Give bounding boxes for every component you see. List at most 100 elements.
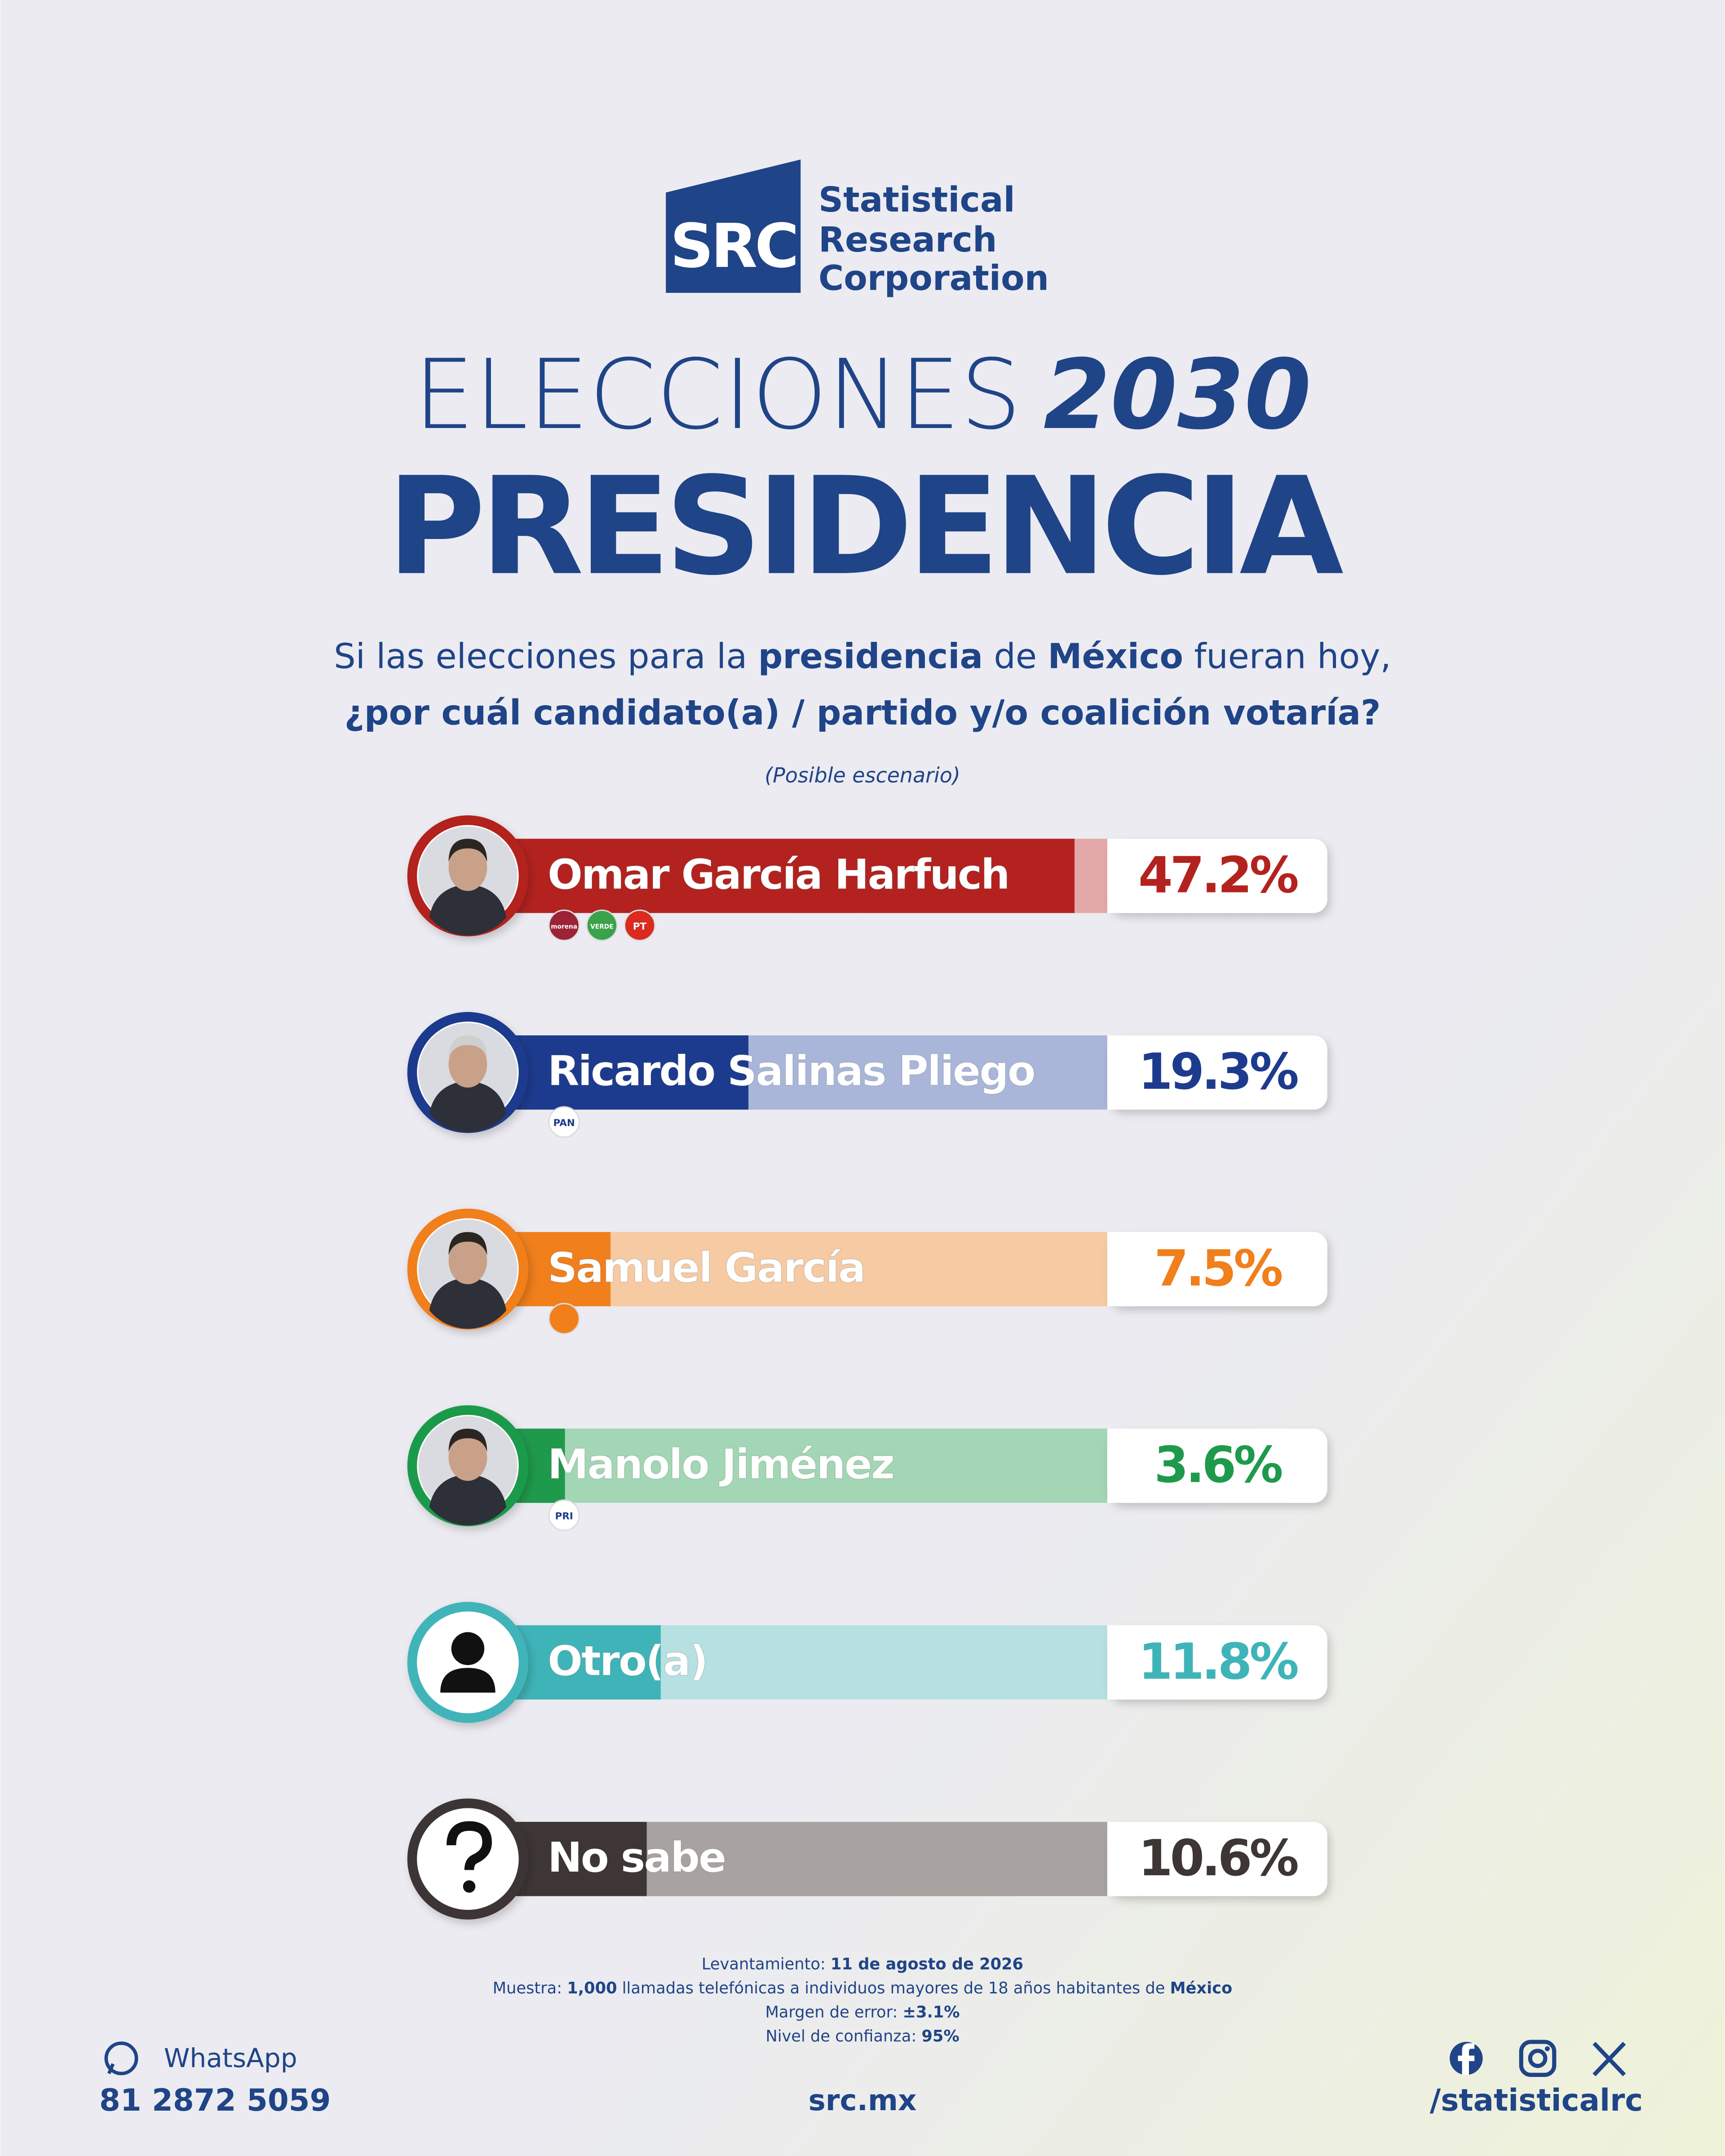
party-label: PAN — [553, 1118, 575, 1129]
question-part: Si las elecciones para la — [334, 636, 758, 676]
question-bold: ¿por cuál candidato(a) / partido y/o coa… — [344, 693, 1380, 733]
avatar-hair — [448, 839, 487, 862]
party-badge — [548, 1499, 580, 1531]
party-label: VERDE — [590, 923, 614, 930]
brand-line: Corporation — [818, 258, 1049, 298]
party-badge — [548, 910, 580, 941]
question-icon — [446, 1821, 492, 1870]
value-label: 47.2% — [1138, 846, 1297, 904]
bar — [522, 1035, 749, 1110]
title-light: ELECCIONES — [414, 338, 1022, 451]
question-part: de — [983, 636, 1048, 676]
row: 7.5% Samuel García — [407, 1208, 1327, 1334]
party-badge — [548, 1303, 580, 1334]
whatsapp-icon — [104, 2041, 138, 2076]
chart: 47.2% Omar García Harfuch morena VERDE PT 19.… — [407, 815, 1327, 1920]
value-box-edge — [1107, 1822, 1135, 1896]
avatar-body — [429, 1081, 507, 1132]
method-part: 95% — [921, 2027, 959, 2046]
bar — [522, 1232, 611, 1307]
avatar-body — [429, 884, 507, 936]
method-part: Muestra: — [493, 1979, 567, 1997]
avatar-head — [448, 1041, 487, 1088]
avatar-head — [448, 1237, 487, 1285]
party-badge — [624, 910, 656, 941]
method-part: 11 de agosto de 2026 — [831, 1955, 1023, 1973]
avatar-body — [429, 1474, 507, 1526]
method-line: Margen de error: ±3.1% — [765, 2003, 960, 2022]
value-box — [1107, 1625, 1327, 1700]
logo-shape — [666, 159, 801, 293]
question-part: México — [1048, 636, 1183, 676]
title-main: PRESIDENCIA — [387, 448, 1345, 605]
title-year: 2030 — [1044, 338, 1311, 451]
category-label: No sabe — [548, 1833, 725, 1882]
method-line: Muestra: 1,000 llamadas telefónicas a in… — [493, 1979, 1232, 1997]
bar — [522, 1428, 565, 1503]
bar — [522, 1625, 661, 1700]
bar — [522, 1822, 647, 1896]
whatsapp-label: WhatsApp — [164, 2043, 297, 2073]
row: 19.3% Ricardo Salinas Pliego PAN — [407, 1012, 1327, 1138]
avatar-icon-body — [440, 1668, 495, 1693]
brand-line: Research — [818, 220, 997, 260]
title-top: ELECCIONES 2030 — [414, 338, 1311, 451]
avatar-icon-head — [451, 1632, 485, 1666]
avatar-body — [429, 1277, 507, 1329]
row: 47.2% Omar García Harfuch morena VERDE PT — [407, 815, 1327, 941]
party-label: PT — [633, 921, 647, 932]
avatar-hair — [448, 1035, 487, 1059]
question-dot — [463, 1880, 476, 1893]
value-box-edge — [1107, 1428, 1135, 1503]
value-box — [1107, 1232, 1327, 1307]
method-part: 1,000 — [567, 1979, 617, 1997]
method-part: ±3.1% — [902, 2003, 960, 2022]
value-box-edge — [1107, 839, 1135, 913]
value-box-edge — [1107, 1625, 1135, 1700]
value-label: 19.3% — [1138, 1043, 1297, 1100]
social-icons — [1450, 2040, 1626, 2077]
method-line: Nivel de confianza: 95% — [765, 2027, 959, 2046]
value-box — [1107, 839, 1327, 913]
party-badge — [586, 910, 618, 941]
method-part: Nivel de confianza: — [765, 2027, 921, 2046]
row: 10.6% No sabe — [407, 1798, 1327, 1920]
handle: /statisticalrc — [1430, 2082, 1643, 2118]
method-part: Margen de error: — [765, 2003, 902, 2022]
brand: Statistical Research Corporation — [818, 180, 1049, 299]
value-label: 10.6% — [1138, 1829, 1297, 1887]
party-label: morena — [551, 923, 577, 930]
brand-line: Statistical — [818, 180, 1015, 220]
row: 11.8% Otro(a) — [407, 1602, 1327, 1723]
party-badge — [548, 1106, 580, 1138]
site: src.mx — [809, 2084, 917, 2117]
method-part: México — [1170, 1979, 1233, 1997]
question-part: presidencia — [758, 636, 983, 676]
question-part: fueran hoy, — [1183, 636, 1391, 676]
track — [468, 1428, 1107, 1503]
category-label: Otro(a) — [548, 1637, 707, 1685]
note: (Posible escenario) — [765, 763, 960, 787]
methodology: Levantamiento: 11 de agosto de 2026 Muest… — [493, 1955, 1232, 2046]
avatar-hair — [448, 1232, 487, 1255]
logo-text: SRC — [670, 211, 796, 281]
avatar-head — [448, 1434, 487, 1481]
value-box — [1107, 1822, 1327, 1896]
question: Si las elecciones para la presidencia de… — [334, 636, 1391, 676]
value-label: 11.8% — [1138, 1633, 1297, 1690]
value-label: 3.6% — [1154, 1436, 1282, 1494]
category-label: Manolo Jiménez — [548, 1440, 893, 1489]
value-box — [1107, 1035, 1327, 1110]
category-label: Ricardo Salinas Pliego — [548, 1047, 1035, 1095]
value-box — [1107, 1428, 1327, 1503]
category-label: Samuel García — [548, 1244, 865, 1292]
value-box-edge — [1107, 1035, 1135, 1110]
method-line: Levantamiento: 11 de agosto de 2026 — [702, 1955, 1023, 1973]
party-label: PRI — [555, 1511, 573, 1522]
category-label: Omar García Harfuch — [548, 850, 1009, 898]
bar — [522, 839, 1075, 913]
method-part: Levantamiento: — [702, 1955, 831, 1973]
value-box-edge — [1107, 1232, 1135, 1307]
phone: 81 2872 5059 — [99, 2082, 331, 2118]
